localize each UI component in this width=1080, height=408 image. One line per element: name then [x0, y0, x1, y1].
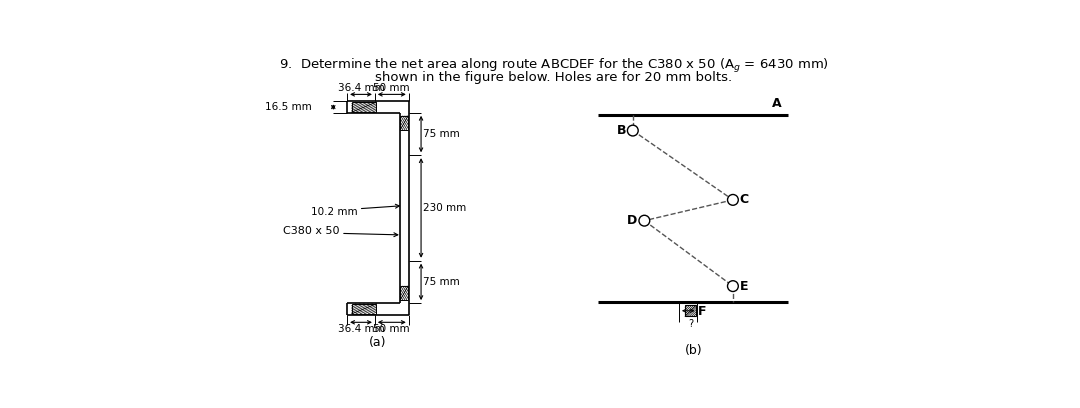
Circle shape — [728, 281, 739, 291]
Text: 10.2 mm: 10.2 mm — [311, 207, 357, 217]
Text: 16.5 mm: 16.5 mm — [265, 102, 312, 112]
Text: (a): (a) — [369, 336, 387, 349]
Bar — [401, 116, 408, 130]
Text: E: E — [740, 279, 748, 293]
Bar — [401, 286, 408, 300]
Circle shape — [627, 125, 638, 136]
Text: D: D — [627, 214, 637, 227]
Circle shape — [728, 195, 739, 205]
Text: 36.4 mm: 36.4 mm — [338, 324, 384, 334]
Bar — [352, 304, 377, 314]
Bar — [352, 102, 377, 112]
Text: F: F — [698, 305, 706, 318]
Text: 75 mm: 75 mm — [423, 277, 460, 287]
Text: 50 mm: 50 mm — [374, 324, 410, 334]
Text: B: B — [617, 124, 626, 137]
Bar — [685, 305, 696, 316]
Text: 50 mm: 50 mm — [374, 83, 410, 93]
Text: C380 x 50: C380 x 50 — [283, 226, 339, 236]
Text: 230 mm: 230 mm — [423, 203, 467, 213]
Text: A: A — [772, 97, 782, 110]
Text: ?: ? — [688, 319, 693, 329]
Text: 36.4 mm: 36.4 mm — [338, 83, 384, 93]
Text: shown in the figure below. Holes are for 20 mm bolts.: shown in the figure below. Holes are for… — [375, 71, 732, 84]
Text: 75 mm: 75 mm — [423, 129, 460, 139]
Text: C: C — [740, 193, 748, 206]
Text: (b): (b) — [685, 344, 702, 357]
Text: 9.  Determine the net area along route ABCDEF for the C380 x 50 (A$_g$ = 6430 mm: 9. Determine the net area along route AB… — [279, 57, 828, 75]
Circle shape — [639, 215, 650, 226]
